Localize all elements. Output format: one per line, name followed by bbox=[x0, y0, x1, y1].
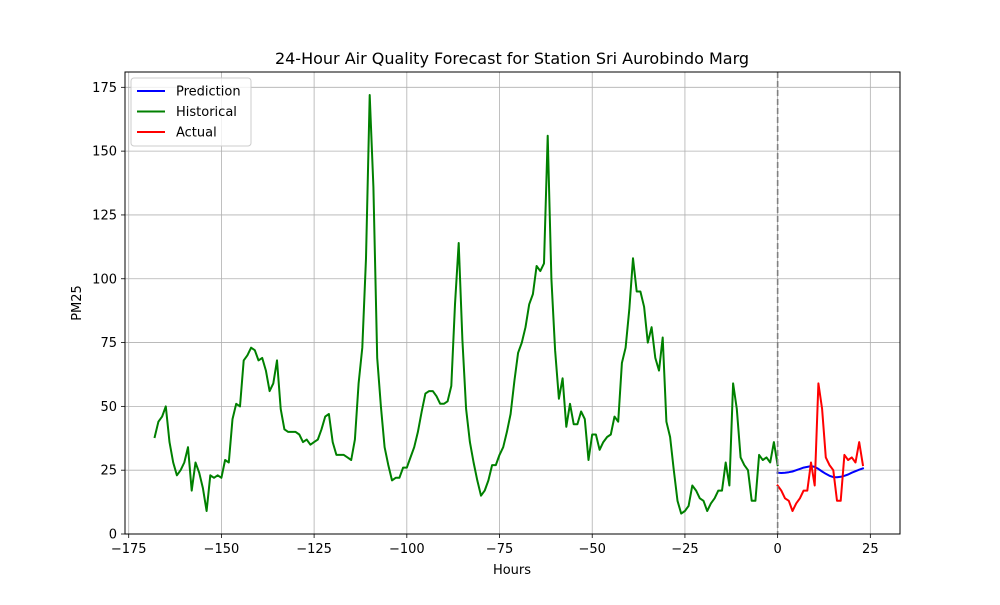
y-tick-label: 175 bbox=[92, 81, 117, 96]
x-tick-label: −75 bbox=[486, 542, 513, 557]
y-tick-label: 75 bbox=[100, 336, 117, 351]
y-tick-label: 150 bbox=[92, 145, 117, 160]
series-line-actual bbox=[776, 382, 865, 512]
x-tick-label: −150 bbox=[204, 542, 240, 557]
y-axis-ticks: 0 25 50 75 100 125 150 175 bbox=[92, 81, 125, 543]
y-tick-label: 50 bbox=[100, 400, 117, 415]
legend-label-actual: Actual bbox=[176, 126, 217, 141]
y-tick-label: 100 bbox=[92, 272, 117, 287]
x-tick-label: 25 bbox=[862, 542, 879, 557]
x-tick-label: −25 bbox=[671, 542, 698, 557]
series-line-historical bbox=[153, 94, 779, 515]
y-tick-label: 125 bbox=[92, 208, 117, 223]
chart-title: 24-Hour Air Quality Forecast for Station… bbox=[275, 49, 749, 68]
legend-label-prediction: Prediction bbox=[176, 85, 241, 100]
plot-area-frame bbox=[124, 71, 901, 535]
y-tick-label: 0 bbox=[109, 528, 117, 543]
legend: Prediction Historical Actual bbox=[130, 77, 252, 147]
x-tick-label: −100 bbox=[389, 542, 425, 557]
series-line-prediction bbox=[776, 465, 865, 479]
x-tick-label: −50 bbox=[579, 542, 606, 557]
x-tick-label: −125 bbox=[296, 542, 332, 557]
x-tick-label: 0 bbox=[773, 542, 781, 557]
x-axis-label: Hours bbox=[493, 563, 531, 578]
x-axis-ticks: −175 −150 −125 −100 −75 −50 −25 0 25 bbox=[111, 534, 879, 557]
series-layer bbox=[153, 94, 865, 515]
grid bbox=[125, 72, 900, 535]
y-axis-label: PM25 bbox=[70, 285, 85, 321]
y-tick-label: 25 bbox=[100, 464, 117, 479]
x-tick-label: −175 bbox=[111, 542, 147, 557]
legend-label-historical: Historical bbox=[176, 105, 237, 120]
legend-box bbox=[130, 77, 252, 147]
